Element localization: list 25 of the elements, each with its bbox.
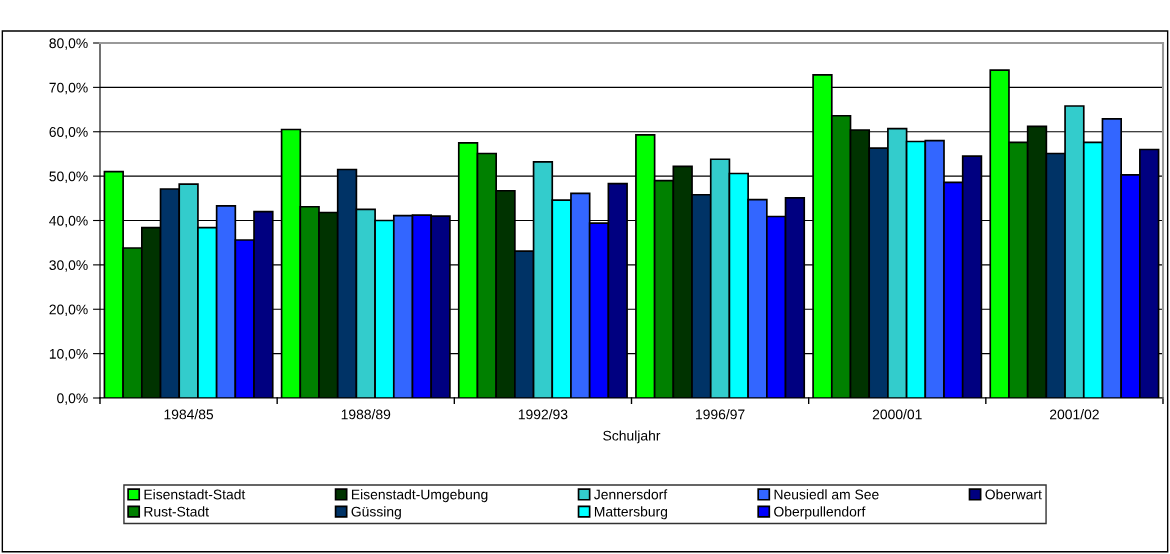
- x-tick-label: 2000/01: [872, 409, 922, 420]
- y-tick-label: 40,0%: [49, 215, 88, 228]
- y-tick-label: 0,0%: [57, 393, 88, 405]
- legend-label: Jennersdorf: [594, 489, 668, 500]
- legend-label: Oberpullendorf: [774, 506, 866, 520]
- y-tick-label: 70,0%: [49, 82, 88, 95]
- y-tick-label: 80,0%: [49, 38, 88, 50]
- y-tick-label: 30,0%: [49, 260, 88, 272]
- x-axis-title: Schuljahr: [603, 430, 661, 444]
- legend-label: Neusiedl am See: [774, 489, 879, 500]
- x-tick-label: 1984/85: [164, 409, 214, 420]
- legend-label: Mattersburg: [594, 506, 668, 520]
- x-tick-label: 1992/93: [518, 409, 568, 420]
- y-tick-label: 50,0%: [49, 171, 88, 183]
- legend-label: Eisenstadt-Umgebung: [351, 489, 488, 503]
- x-tick-label: 1996/97: [696, 409, 745, 420]
- y-tick-label: 20,0%: [49, 304, 88, 317]
- legend-label: Rust-Stadt: [144, 506, 209, 517]
- x-tick-label: 2001/02: [1050, 409, 1099, 420]
- y-tick-label: 10,0%: [49, 348, 88, 361]
- legend-label: Eisenstadt-Stadt: [144, 489, 246, 500]
- legend-label: Oberwart: [985, 489, 1042, 500]
- x-tick-label: 1988/89: [341, 409, 391, 420]
- legend-label: Güssing: [351, 506, 401, 520]
- y-tick-label: 60,0%: [49, 127, 88, 139]
